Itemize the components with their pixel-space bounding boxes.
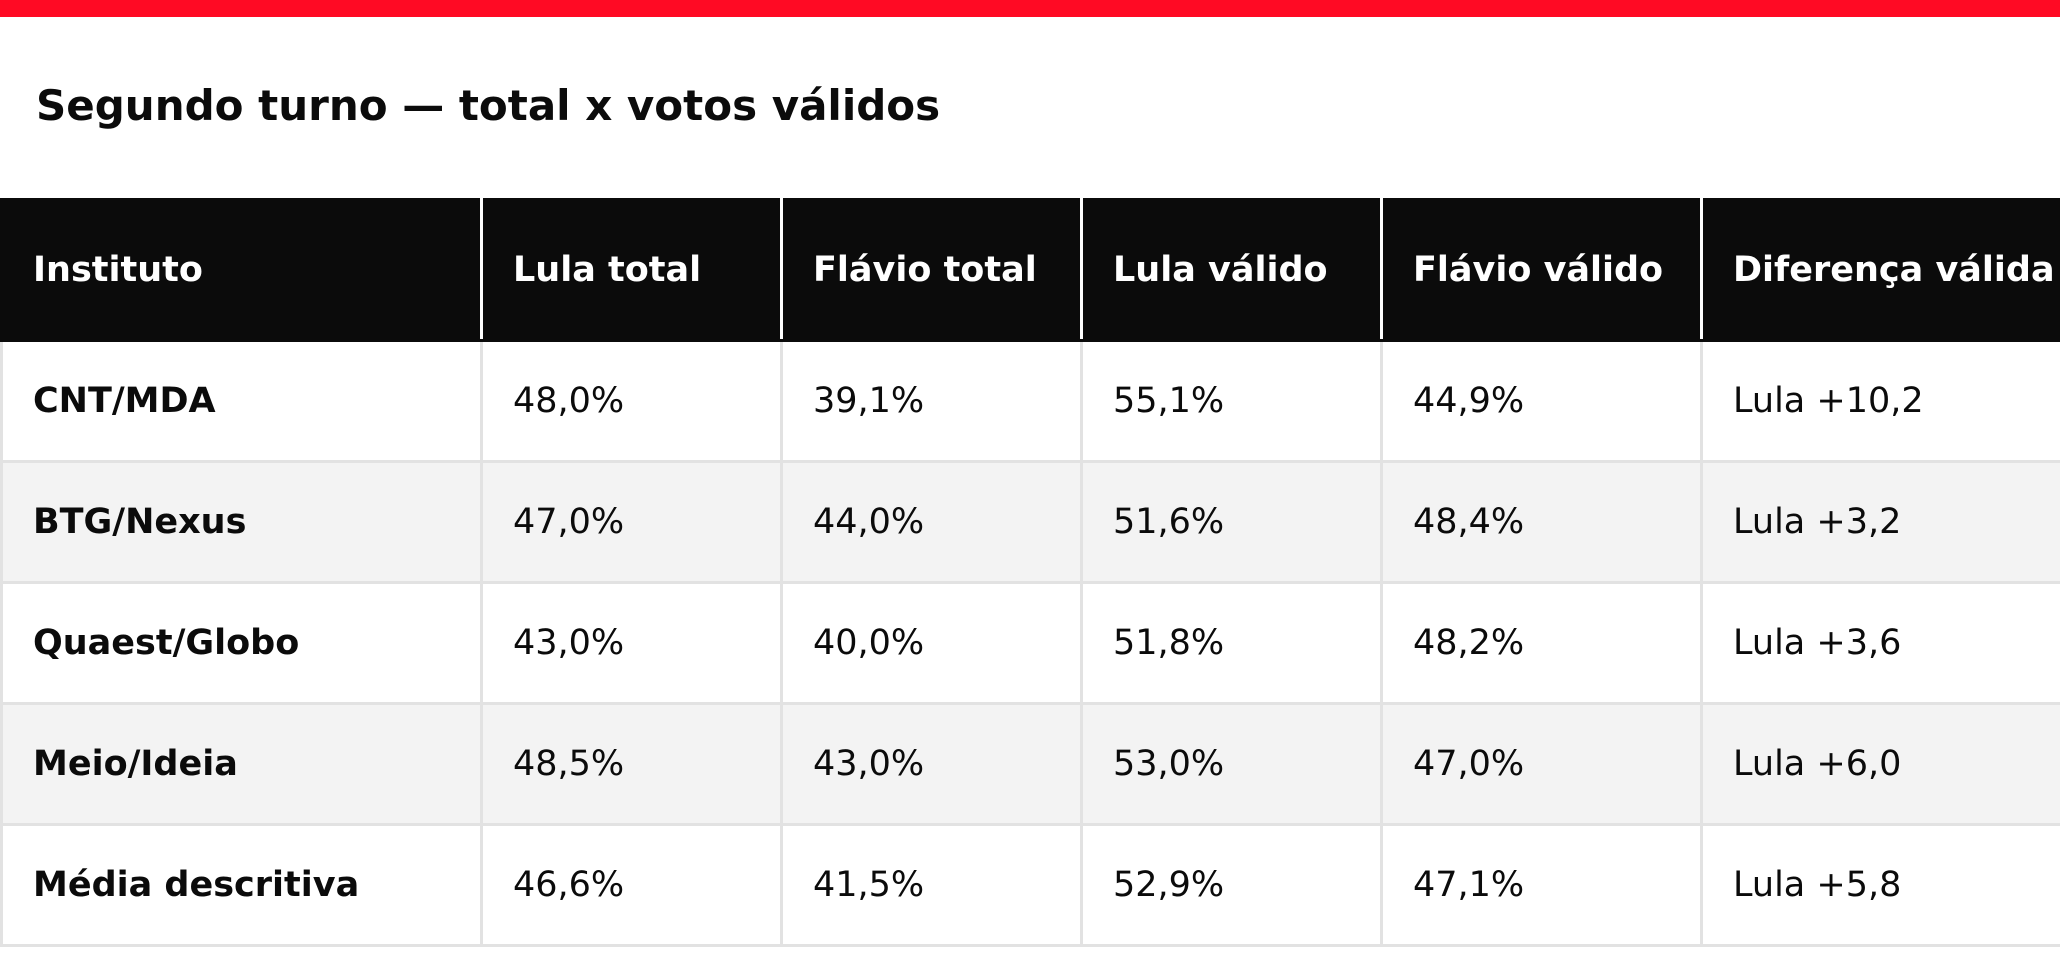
cell-diferenca-valida: Lula +10,2 [1700, 339, 2060, 463]
cell-flavio-valido: 47,0% [1380, 702, 1703, 826]
cell-diferenca-valida: Lula +5,8 [1700, 823, 2060, 947]
cell-lula-valido: 55,1% [1080, 339, 1383, 463]
cell-lula-valido: 53,0% [1080, 702, 1383, 826]
table-row: CNT/MDA 48,0% 39,1% 55,1% 44,9% Lula +10… [0, 339, 2060, 463]
cell-lula-valido: 52,9% [1080, 823, 1383, 947]
cell-lula-total: 43,0% [480, 581, 783, 705]
cell-flavio-total: 39,1% [780, 339, 1083, 463]
cell-diferenca-valida: Lula +3,6 [1700, 581, 2060, 705]
table-row: Média descritiva 46,6% 41,5% 52,9% 47,1%… [0, 823, 2060, 947]
cell-lula-total: 48,5% [480, 702, 783, 826]
cell-instituto: Quaest/Globo [0, 581, 483, 705]
cell-flavio-total: 44,0% [780, 460, 1083, 584]
cell-lula-valido: 51,8% [1080, 581, 1383, 705]
accent-top-bar [0, 0, 2060, 17]
table-row: Meio/Ideia 48,5% 43,0% 53,0% 47,0% Lula … [0, 702, 2060, 826]
column-header-diferenca-valida: Diferença válida [1700, 198, 2060, 342]
cell-lula-total: 46,6% [480, 823, 783, 947]
column-header-lula-total: Lula total [480, 198, 783, 342]
cell-instituto: Média descritiva [0, 823, 483, 947]
column-header-flavio-total: Flávio total [780, 198, 1083, 342]
column-header-flavio-valido: Flávio válido [1380, 198, 1703, 342]
table-row: Quaest/Globo 43,0% 40,0% 51,8% 48,2% Lul… [0, 581, 2060, 705]
column-header-lula-valido: Lula válido [1080, 198, 1383, 342]
cell-diferenca-valida: Lula +3,2 [1700, 460, 2060, 584]
cell-flavio-valido: 48,2% [1380, 581, 1703, 705]
cell-lula-total: 48,0% [480, 339, 783, 463]
cell-lula-total: 47,0% [480, 460, 783, 584]
table-row: BTG/Nexus 47,0% 44,0% 51,6% 48,4% Lula +… [0, 460, 2060, 584]
poll-comparison-table: Instituto Lula total Flávio total Lula v… [0, 198, 2060, 947]
cell-instituto: Meio/Ideia [0, 702, 483, 826]
cell-flavio-valido: 44,9% [1380, 339, 1703, 463]
cell-instituto: BTG/Nexus [0, 460, 483, 584]
cell-lula-valido: 51,6% [1080, 460, 1383, 584]
column-header-instituto: Instituto [0, 198, 483, 342]
cell-flavio-total: 43,0% [780, 702, 1083, 826]
table-header-row: Instituto Lula total Flávio total Lula v… [0, 198, 2060, 342]
cell-flavio-total: 40,0% [780, 581, 1083, 705]
cell-flavio-total: 41,5% [780, 823, 1083, 947]
cell-instituto: CNT/MDA [0, 339, 483, 463]
cell-flavio-valido: 47,1% [1380, 823, 1703, 947]
cell-diferenca-valida: Lula +6,0 [1700, 702, 2060, 826]
page-title: Segundo turno — total x votos válidos [36, 81, 941, 130]
cell-flavio-valido: 48,4% [1380, 460, 1703, 584]
